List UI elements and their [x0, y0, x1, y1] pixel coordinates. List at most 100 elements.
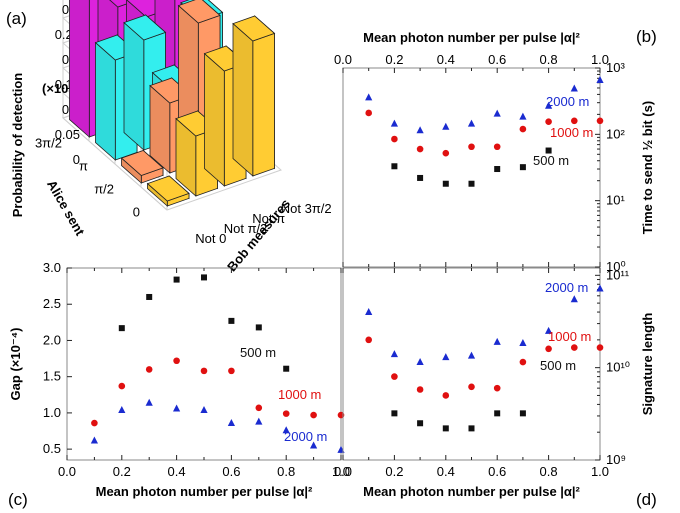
a-alice-tick-label: π — [79, 159, 88, 174]
a-bar--0-face — [95, 41, 116, 161]
panel-c-point-2000m — [145, 398, 153, 406]
panel-d-letter: (d) — [636, 490, 657, 509]
a-alice-tick-label: 0 — [133, 205, 140, 220]
a-bar-0-3-front — [252, 32, 275, 177]
panel-d-point-2000m — [570, 295, 578, 303]
a-bar-2-0-top — [120, 150, 164, 176]
panel-b-point-2000m — [467, 119, 476, 127]
panel-c-x-tick-label: 1.0 — [332, 464, 350, 479]
panel-b-point-2000m — [390, 119, 398, 127]
a-bar-32-0-face — [69, 0, 90, 138]
a-bar--1-face — [123, 21, 145, 151]
panel-d-x-tick-label: 0.6 — [488, 464, 506, 479]
panel-a-3d-bar-chart: 0.30.250.20.150.10.050(×10⁻²)Probability… — [10, 0, 332, 274]
panel-b-point-500m — [442, 180, 449, 187]
panel-c-point-500m — [255, 324, 262, 331]
panel-b-x-tick-label: 1.0 — [591, 52, 609, 67]
panel-b-point-2000m — [493, 109, 501, 117]
panel-b-point-2000m — [519, 112, 527, 120]
a-bob-tick-label: Not 0 — [195, 231, 226, 246]
panel-b-point-1000m — [416, 145, 424, 153]
panel-d-x-tick-label: 1.0 — [591, 464, 609, 479]
panel-d-y-axis-title: Signature length — [640, 313, 655, 416]
a-bob-tick-label: Not 3π/2 — [281, 201, 332, 216]
panel-c-point-500m — [201, 274, 207, 281]
panel-b-point-500m — [519, 164, 526, 171]
panel-c-letter: (c) — [8, 490, 28, 509]
panel-b-scatter-plot: 0.0 0.2 0.4 0.6 0.8 1.0 10⁰ 10¹ 10² 10³ Mean photo… — [334, 30, 655, 274]
panel-c-y-tick-label: 2.0 — [43, 332, 61, 347]
panel-c-point-2000m — [173, 404, 181, 412]
panel-d-point-1000m — [596, 344, 604, 351]
a-alice-tick-label: 3π/2 — [35, 136, 62, 151]
a-bar-0-3-top — [232, 15, 276, 42]
panel-d-y-tick-label: 10¹¹ — [606, 267, 630, 282]
panel-c-point-500m — [283, 365, 290, 372]
a-bar-0-2-face — [204, 52, 225, 187]
panel-b-y-tick-label: 10⁰ — [606, 259, 626, 274]
a-bar--1-top — [123, 14, 167, 41]
panel-c-series-label: 1000 m — [278, 387, 321, 402]
panel-d-point-1000m — [545, 345, 552, 353]
panel-c-point-1000m — [118, 382, 126, 390]
panel-b-y-tick-label: 10² — [606, 126, 625, 141]
panel-b-point-500m — [545, 147, 552, 154]
panel-b-point-1000m — [493, 143, 501, 151]
panel-c-point-2000m — [118, 406, 126, 414]
panel-b-x-tick-label: 0.0 — [334, 52, 352, 67]
panel-d-point-2000m — [390, 350, 398, 358]
panel-b-point-500m — [494, 166, 501, 173]
panel-b-point-1000m — [571, 117, 578, 125]
panel-d-point-500m — [391, 410, 398, 417]
panel-d-point-1000m — [442, 392, 450, 399]
panel-b-point-500m — [417, 174, 424, 181]
panel-d-point-500m — [417, 420, 424, 427]
panel-c-y-tick-label: 2.5 — [43, 296, 61, 311]
panel-d-point-2000m — [442, 353, 450, 361]
panel-b-point-1000m — [442, 149, 450, 157]
panel-c-point-1000m — [173, 357, 180, 365]
panel-b-series-label: 2000 m — [546, 94, 589, 109]
panel-c-point-1000m — [200, 367, 208, 375]
panel-b-point-1000m — [596, 117, 604, 125]
panel-b-point-1000m — [468, 143, 475, 151]
panel-b-point-2000m — [545, 101, 553, 109]
panel-b-y-axis-title: Time to send ½ bit (s) — [640, 101, 655, 234]
panel-b-point-2000m — [596, 75, 604, 83]
a-z-tick-label: 0.05 — [55, 127, 80, 142]
panel-c-x-tick-label: 0.4 — [168, 464, 186, 479]
panel-b-point-2000m — [365, 93, 373, 101]
panel-d-y-tick-label: 10¹⁰ — [606, 360, 630, 375]
panel-c-point-2000m — [310, 441, 318, 449]
panel-b-letter: (b) — [636, 27, 657, 46]
panel-c-point-1000m — [228, 367, 235, 375]
a-bar-2-2-top — [177, 0, 221, 24]
a-bob-tick-label: Not π — [252, 211, 285, 226]
panel-d-point-2000m — [596, 284, 604, 292]
a-alice-tick-label: π/2 — [94, 182, 114, 197]
panel-c-x-tick-label: 0.0 — [58, 464, 76, 479]
panel-b-point-2000m — [442, 122, 450, 130]
a-bob-tick-label: Not π/2 — [224, 221, 268, 236]
panel-c-x-tick-label: 0.8 — [277, 464, 295, 479]
panel-c-y-tick-label: 3.0 — [43, 260, 61, 275]
panel-c-x-tick-label: 0.6 — [222, 464, 240, 479]
panel-d-point-500m — [468, 425, 475, 432]
panel-c-point-2000m — [227, 419, 235, 427]
panel-c-point-2000m — [90, 436, 98, 444]
panel-b-x-tick-label: 0.2 — [385, 52, 403, 67]
panel-d-point-1000m — [519, 358, 527, 366]
panel-d-y-tick-label: 10⁹ — [606, 452, 626, 467]
panel-d-point-2000m — [416, 358, 424, 366]
panel-d-series-label: 500 m — [540, 358, 576, 373]
panel-c-point-1000m — [310, 411, 317, 419]
panel-d-point-500m — [494, 410, 501, 417]
panel-c-point-1000m — [282, 410, 290, 417]
a-z-axis-title: Probability of detection — [10, 73, 25, 218]
panel-b-series-label: 1000 m — [550, 125, 593, 140]
panel-b-series-label: 500 m — [533, 153, 569, 168]
panel-d-point-2000m — [365, 308, 373, 316]
panel-b-point-2000m — [570, 84, 578, 92]
panel-c-point-500m — [228, 317, 235, 324]
panel-b-point-500m — [468, 180, 475, 187]
